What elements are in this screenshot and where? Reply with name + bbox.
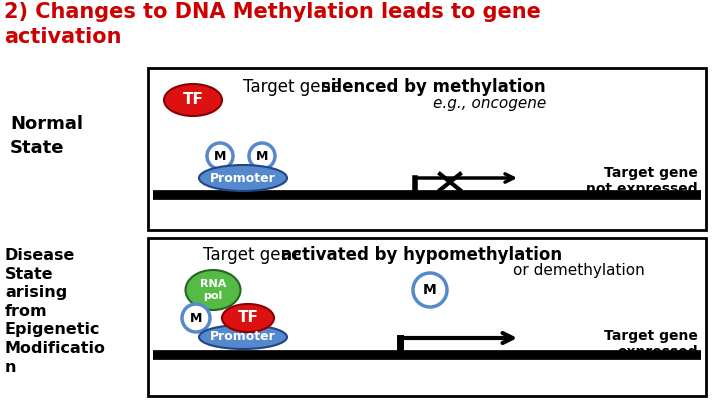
Text: Target gene: Target gene xyxy=(203,246,307,264)
Text: M: M xyxy=(423,283,437,297)
Text: Promoter: Promoter xyxy=(210,330,276,343)
Text: M: M xyxy=(190,311,202,324)
Text: TF: TF xyxy=(183,92,204,107)
Text: Normal
State: Normal State xyxy=(10,115,83,157)
Ellipse shape xyxy=(164,84,222,116)
Ellipse shape xyxy=(199,165,287,191)
Text: or demethylation: or demethylation xyxy=(513,263,644,278)
Text: Target gene: Target gene xyxy=(243,78,346,96)
Text: Disease
State
arising
from
Epigenetic
Modificatio
n: Disease State arising from Epigenetic Mo… xyxy=(5,248,106,375)
Circle shape xyxy=(207,143,233,169)
Bar xyxy=(148,238,706,396)
Text: activated by hypomethylation: activated by hypomethylation xyxy=(281,246,562,264)
Ellipse shape xyxy=(222,304,274,332)
Text: silenced by methylation: silenced by methylation xyxy=(321,78,546,96)
Text: M: M xyxy=(256,149,268,162)
Text: M: M xyxy=(214,149,226,162)
Circle shape xyxy=(182,304,210,332)
Text: e.g., oncogene: e.g., oncogene xyxy=(433,96,546,111)
Text: Promoter: Promoter xyxy=(210,171,276,185)
Ellipse shape xyxy=(199,325,287,349)
Ellipse shape xyxy=(186,270,240,310)
Text: RNA
pol: RNA pol xyxy=(200,279,226,301)
Text: 2) Changes to DNA Methylation leads to gene
activation: 2) Changes to DNA Methylation leads to g… xyxy=(4,2,541,47)
Bar xyxy=(148,68,706,230)
Circle shape xyxy=(413,273,447,307)
Text: Target gene
expressed: Target gene expressed xyxy=(604,329,698,359)
Text: TF: TF xyxy=(238,311,258,326)
Circle shape xyxy=(249,143,275,169)
Text: Target gene
not expressed: Target gene not expressed xyxy=(586,166,698,196)
